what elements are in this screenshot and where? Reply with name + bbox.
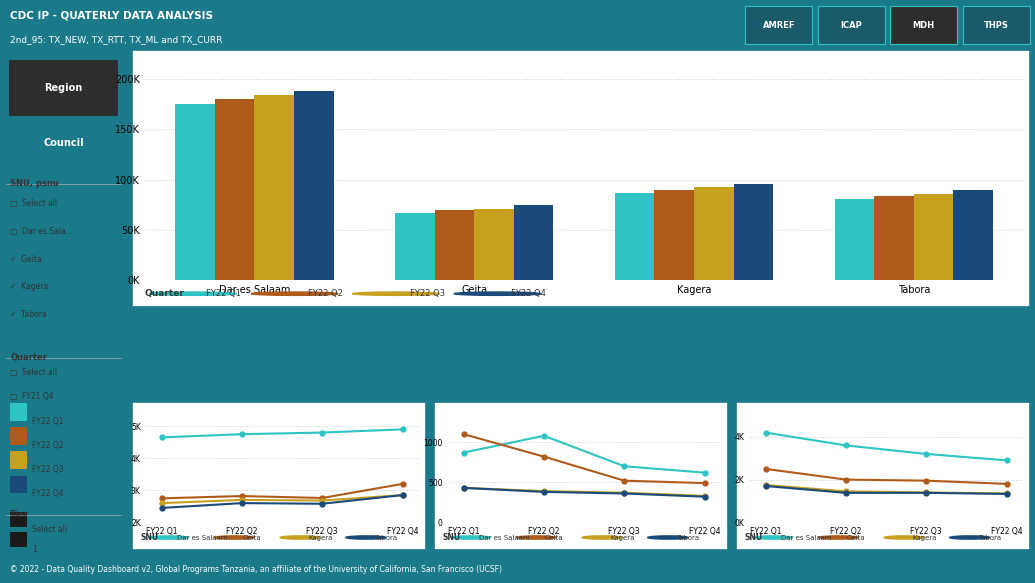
Text: Kagera: Kagera [610,535,634,540]
Text: MDH: MDH [913,20,935,30]
Bar [734,184,773,280]
Text: Council: Council [43,138,84,149]
Bar [654,190,694,280]
Circle shape [454,292,541,296]
Text: Tabora: Tabora [374,535,396,540]
FancyBboxPatch shape [10,532,27,547]
Text: FY22 Q3: FY22 Q3 [32,465,63,474]
Text: FY22 Q1: FY22 Q1 [32,417,63,426]
Text: TX_CURR: TX_CURR [141,55,198,65]
FancyBboxPatch shape [9,115,118,171]
Text: Region: Region [45,83,83,93]
Bar [255,95,294,280]
Text: CDC IP - QUATERLY DATA ANALYSIS: CDC IP - QUATERLY DATA ANALYSIS [10,11,213,21]
Text: 2nd_95: TX_NEW, TX_RTT, TX_ML and TX_CURR: 2nd_95: TX_NEW, TX_RTT, TX_ML and TX_CUR… [10,35,223,44]
Circle shape [516,536,557,539]
FancyBboxPatch shape [890,6,957,44]
Text: □  Select all: □ Select all [10,368,57,377]
Circle shape [250,292,338,296]
Text: Kagera: Kagera [308,535,332,540]
Text: FY22 Q3: FY22 Q3 [410,289,444,298]
FancyBboxPatch shape [963,6,1030,44]
Text: Tabora: Tabora [978,535,1001,540]
Bar [694,187,734,280]
Text: Quarter: Quarter [10,353,48,362]
Bar [914,194,953,280]
Text: FY22 Q2: FY22 Q2 [308,289,343,298]
Circle shape [752,536,793,539]
Bar [474,209,513,280]
Bar [175,104,215,280]
Circle shape [353,292,440,296]
Text: □  Dar es Sala...: □ Dar es Sala... [10,227,73,236]
Text: AMREF: AMREF [763,20,795,30]
Circle shape [149,292,236,296]
Text: SNU, psnu: SNU, psnu [10,179,59,188]
Text: Tier: Tier [10,510,29,518]
Text: Select all: Select all [32,525,67,533]
Bar [435,210,474,280]
Bar [615,193,654,280]
Text: SNU: SNU [140,533,158,542]
Bar [513,205,554,280]
FancyBboxPatch shape [10,451,27,469]
Text: ✓  Tabora: ✓ Tabora [10,310,47,319]
Text: □  Select all: □ Select all [10,199,57,208]
FancyBboxPatch shape [10,476,27,493]
Text: FY22 Q1: FY22 Q1 [206,289,241,298]
Circle shape [648,536,687,539]
Circle shape [884,536,924,539]
Text: © 2022 - Data Quality Dashboard v2, Global Programs Tanzania, an affiliate of th: © 2022 - Data Quality Dashboard v2, Glob… [10,564,502,574]
Bar [294,91,333,280]
FancyBboxPatch shape [10,403,27,421]
Circle shape [819,536,858,539]
Text: Quarter: Quarter [145,289,184,298]
Circle shape [451,536,491,539]
Text: □  FY21 Q4: □ FY21 Q4 [10,392,54,401]
Circle shape [582,536,622,539]
FancyBboxPatch shape [9,60,118,115]
FancyBboxPatch shape [745,6,812,44]
Bar [953,190,993,280]
Text: THPS: THPS [983,20,1009,30]
Circle shape [346,536,386,539]
Text: 1: 1 [32,545,36,554]
Text: SNU: SNU [744,533,763,542]
FancyBboxPatch shape [10,427,27,445]
Text: Geita: Geita [544,535,563,540]
Text: Geita: Geita [242,535,261,540]
FancyBboxPatch shape [10,512,27,527]
Text: TX_ML: TX_ML [742,405,779,416]
Text: ✓  Geita: ✓ Geita [10,255,41,264]
Text: ICAP: ICAP [840,20,862,30]
Text: Dar es Salaam: Dar es Salaam [177,535,228,540]
Text: ✓  Kagera: ✓ Kagera [10,282,49,292]
Text: FY22 Q4: FY22 Q4 [32,489,63,498]
Text: TX_NEW: TX_NEW [138,405,186,416]
Text: FY22 Q2: FY22 Q2 [32,441,63,450]
Text: Geita: Geita [847,535,865,540]
Circle shape [149,536,188,539]
FancyBboxPatch shape [818,6,885,44]
Bar [875,196,914,280]
Text: FY22 Q4: FY22 Q4 [511,289,545,298]
Circle shape [214,536,255,539]
Circle shape [950,536,989,539]
Text: Dar es Salaam: Dar es Salaam [780,535,831,540]
Bar [215,99,255,280]
Text: TX_RTT: TX_RTT [440,405,482,416]
Text: SNU: SNU [442,533,461,542]
Text: Kagera: Kagera [912,535,937,540]
Circle shape [280,536,320,539]
Text: Dar es Salaam: Dar es Salaam [479,535,529,540]
Bar [834,199,875,280]
Text: Tabora: Tabora [676,535,699,540]
Bar [395,213,435,280]
